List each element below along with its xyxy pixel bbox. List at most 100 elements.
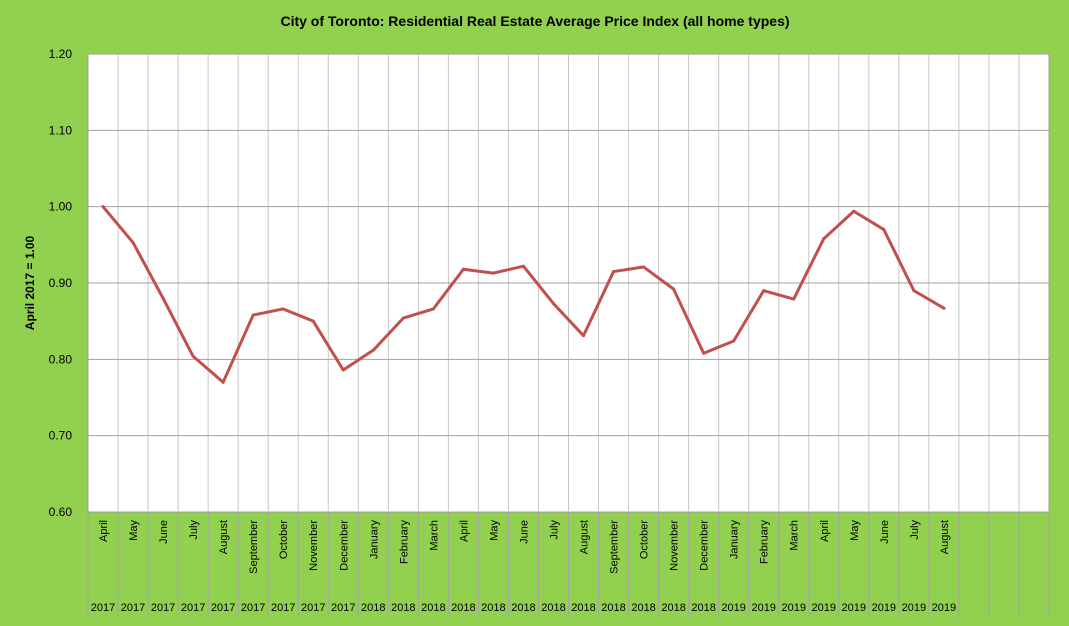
y-tick-label: 1.10 (49, 123, 73, 137)
data-point (822, 237, 826, 241)
x-tick-label-month: May (849, 520, 861, 541)
x-tick-label-year: 2017 (301, 602, 325, 614)
x-tick-label-month: August (579, 520, 591, 554)
x-tick-label-month: April (458, 520, 470, 542)
x-tick-label-year: 2017 (121, 602, 145, 614)
x-tick-label-month: October (639, 520, 651, 559)
x-tick-label-month: March (428, 520, 440, 551)
data-point (912, 289, 916, 293)
data-point (161, 296, 165, 300)
x-tick-label-month: July (188, 520, 200, 540)
series-line-group (101, 205, 946, 384)
x-tick-label-year: 2017 (271, 602, 295, 614)
x-tick-label-month: August (218, 520, 230, 554)
data-point (882, 228, 886, 232)
x-tick-label-year: 2019 (721, 602, 745, 614)
x-tick-label-year: 2017 (331, 602, 355, 614)
x-tick-label-month: April (819, 520, 831, 542)
x-tick-label-year: 2017 (241, 602, 265, 614)
x-tick-label-year: 2019 (932, 602, 956, 614)
y-tick-label: 1.20 (49, 47, 73, 61)
data-point (792, 297, 796, 301)
data-point (612, 270, 616, 274)
data-point (672, 287, 676, 291)
x-tick-label-year: 2019 (812, 602, 836, 614)
y-tick-labels: 0.60 0.70 0.80 0.90 1.00 1.10 1.20 (49, 47, 73, 519)
data-point (762, 289, 766, 293)
data-point (551, 302, 555, 306)
y-tick-label: 0.90 (49, 276, 73, 290)
x-tick-label-year: 2019 (781, 602, 805, 614)
x-tick-label-month: February (759, 520, 771, 565)
x-tick-label-month: June (879, 520, 891, 544)
x-tick-label-year: 2018 (541, 602, 565, 614)
x-tick-label-year: 2017 (211, 602, 235, 614)
x-tick-label-month: February (398, 520, 410, 565)
data-point (642, 265, 646, 269)
data-point (521, 264, 525, 268)
x-tick-labels-year: 2017 2017 2017 2017 2017 2017 2017 2017 2017 2018… (91, 602, 956, 614)
x-tick-label-month: November (669, 520, 681, 571)
data-point (431, 307, 435, 311)
x-tick-label-year: 2018 (451, 602, 475, 614)
horizontal-gridlines (88, 53, 1049, 437)
data-point (221, 380, 225, 384)
x-tick-label-year: 2018 (481, 602, 505, 614)
x-tick-label-year: 2017 (91, 602, 115, 614)
x-tick-label-month: September (609, 520, 621, 574)
data-point (281, 307, 285, 311)
data-point (491, 271, 495, 275)
y-tick-label: 0.80 (49, 352, 73, 366)
x-tick-label-year: 2018 (661, 602, 685, 614)
data-point (131, 241, 135, 245)
x-tick-label-month: March (789, 520, 801, 551)
x-tick-label-month: September (248, 520, 260, 574)
data-point (341, 368, 345, 372)
x-tick-label-year: 2017 (151, 602, 175, 614)
x-tick-label-year: 2018 (631, 602, 655, 614)
x-tick-label-year: 2018 (361, 602, 385, 614)
y-tick-label: 0.60 (49, 505, 73, 519)
x-tick-label-month: January (729, 520, 741, 560)
x-tick-label-month: December (338, 520, 350, 571)
x-tick-label-month: May (128, 520, 140, 541)
x-tick-label-month: July (909, 520, 921, 540)
x-tick-label-year: 2018 (391, 602, 415, 614)
x-tick-label-month: May (488, 520, 500, 541)
x-tick-label-month: August (939, 520, 951, 554)
x-axis-area (87, 512, 1050, 616)
x-tick-label-month: June (518, 520, 530, 544)
data-point (702, 351, 706, 355)
x-tick-label-year: 2017 (181, 602, 205, 614)
chart-title: City of Toronto: Residential Real Estate… (280, 13, 789, 29)
x-tick-label-year: 2018 (421, 602, 445, 614)
data-point (852, 209, 856, 213)
x-tick-label-month: October (278, 520, 290, 559)
x-tick-label-year: 2018 (691, 602, 715, 614)
x-tick-label-year: 2019 (902, 602, 926, 614)
x-tick-label-month: April (98, 520, 110, 542)
data-point (311, 319, 315, 323)
data-point (461, 267, 465, 271)
x-tick-label-year: 2019 (842, 602, 866, 614)
data-point (101, 205, 105, 209)
x-tick-label-month: January (368, 520, 380, 560)
x-tick-label-month: July (548, 520, 560, 540)
x-tick-label-month: November (308, 520, 320, 571)
x-tick-label-month: June (158, 520, 170, 544)
x-tick-label-year: 2018 (511, 602, 535, 614)
y-tick-label: 1.00 (49, 200, 73, 214)
x-tick-label-year: 2019 (872, 602, 896, 614)
data-point (732, 339, 736, 343)
x-tick-labels-month: April May June July August September October No… (98, 520, 951, 574)
y-axis-label: April 2017 = 1.00 (23, 235, 37, 330)
y-tick-label: 0.70 (49, 429, 73, 443)
data-point (942, 306, 946, 310)
data-point (582, 334, 586, 338)
data-point (251, 313, 255, 317)
data-point (401, 316, 405, 320)
data-point (371, 348, 375, 352)
x-tick-label-year: 2019 (751, 602, 775, 614)
data-point (191, 354, 195, 358)
x-tick-label-month: December (699, 520, 711, 571)
